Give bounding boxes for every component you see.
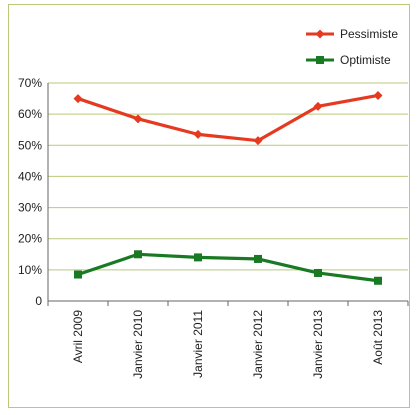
data-point (133, 114, 143, 124)
x-tick-label: Avril 2009 (71, 310, 85, 363)
legend-marker (315, 29, 325, 39)
y-tick-label: 50% (18, 138, 42, 152)
data-point (134, 250, 142, 259)
data-point (73, 94, 83, 104)
series-line (76, 252, 380, 283)
data-point (254, 254, 262, 263)
series-pessimiste (73, 90, 383, 146)
y-tick-label: 40% (18, 169, 42, 183)
y-tick-label: 10% (18, 263, 42, 277)
x-tick-label: Août 2013 (371, 310, 385, 365)
series-line (76, 93, 380, 143)
legend-marker (316, 56, 324, 64)
y-tick-label: 60% (18, 107, 42, 121)
data-point (74, 270, 82, 279)
legend: Pessimiste Optimiste (306, 27, 398, 67)
data-point (373, 90, 383, 100)
y-tick-labels: 70% 60% 50% 40% 30% 20% 10% 0 (18, 76, 42, 308)
grid-lines (48, 82, 408, 271)
x-tick-label: Janvier 2012 (251, 310, 265, 379)
y-tick-label: 70% (18, 76, 42, 90)
data-point (193, 129, 203, 139)
x-tick-labels: Avril 2009 Janvier 2010 Janvier 2011 Janvie… (71, 310, 385, 379)
x-tick-label: Janvier 2010 (131, 310, 145, 379)
data-point (194, 253, 202, 262)
data-point (314, 268, 322, 277)
y-tick-label: 30% (18, 201, 42, 215)
series-optimiste (74, 250, 382, 285)
chart-frame (8, 4, 410, 408)
series-lines (73, 90, 383, 285)
y-tick-label: 0 (35, 294, 42, 308)
data-point (253, 136, 263, 146)
data-point (374, 276, 382, 285)
legend-label: Pessimiste (340, 27, 398, 41)
legend-label: Optimiste (340, 53, 391, 67)
x-tick-label: Janvier 2011 (191, 310, 205, 378)
x-tick-label: Janvier 2013 (311, 310, 325, 379)
legend-item-optimiste: Optimiste (306, 53, 391, 67)
axes (47, 83, 409, 306)
data-point (313, 101, 323, 111)
legend-item-pessimiste: Pessimiste (306, 27, 398, 41)
y-tick-label: 20% (18, 232, 42, 246)
